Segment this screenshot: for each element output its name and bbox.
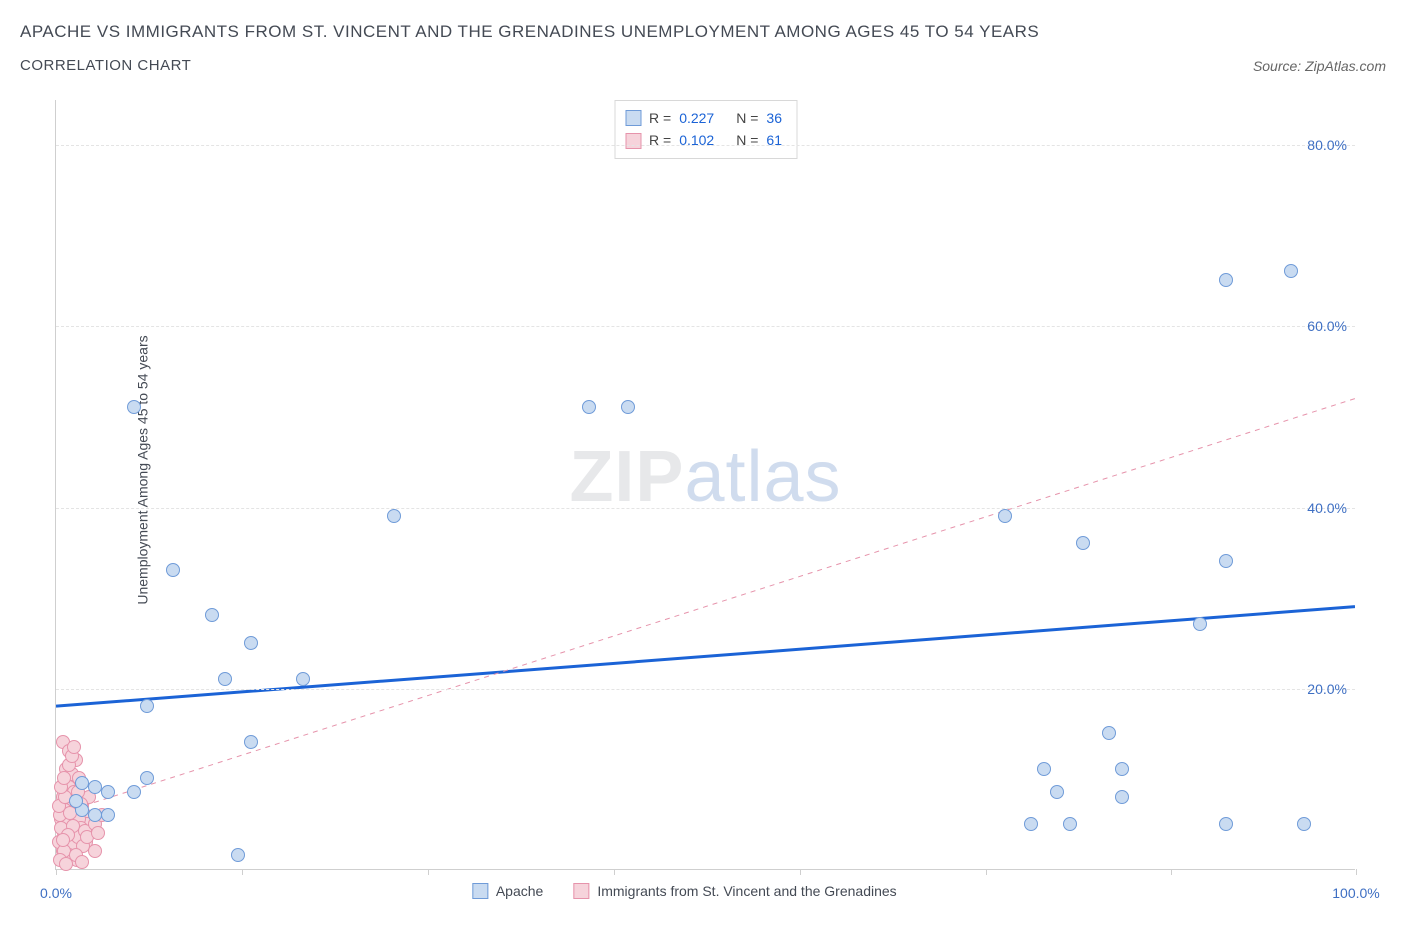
- x-tick: [986, 869, 987, 875]
- stat-label-n: N =: [736, 107, 758, 129]
- y-tick-label: 20.0%: [1307, 681, 1347, 697]
- stat-label-r: R =: [649, 107, 671, 129]
- data-point: [88, 780, 102, 794]
- data-point: [88, 844, 102, 858]
- chart-title: APACHE VS IMMIGRANTS FROM ST. VINCENT AN…: [20, 18, 1386, 45]
- data-point: [1219, 273, 1233, 287]
- data-point: [1297, 817, 1311, 831]
- data-point: [1037, 762, 1051, 776]
- stat-value-n: 36: [766, 107, 782, 129]
- series-swatch: [472, 883, 488, 899]
- legend-label: Immigrants from St. Vincent and the Gren…: [597, 883, 896, 899]
- series-swatch: [573, 883, 589, 899]
- data-point: [75, 855, 89, 869]
- watermark: ZIPatlas: [569, 436, 841, 518]
- series-legend: Apache Immigrants from St. Vincent and th…: [472, 883, 897, 899]
- data-point: [1102, 726, 1116, 740]
- data-point: [998, 509, 1012, 523]
- legend-item: Apache: [472, 883, 543, 899]
- gridline: [56, 689, 1355, 690]
- x-tick: [428, 869, 429, 875]
- data-point: [1115, 762, 1129, 776]
- stat-value-r: 0.102: [679, 129, 714, 151]
- data-point: [69, 794, 83, 808]
- watermark-a: ZIP: [569, 437, 684, 517]
- data-point: [127, 400, 141, 414]
- gridline: [56, 145, 1355, 146]
- watermark-b: atlas: [684, 437, 841, 517]
- data-point: [166, 563, 180, 577]
- legend-item: Immigrants from St. Vincent and the Gren…: [573, 883, 896, 899]
- data-point: [1219, 554, 1233, 568]
- data-point: [75, 776, 89, 790]
- source-prefix: Source:: [1253, 58, 1305, 74]
- data-point: [57, 771, 71, 785]
- data-point: [140, 771, 154, 785]
- data-point: [1284, 264, 1298, 278]
- data-point: [621, 400, 635, 414]
- x-tick: [1171, 869, 1172, 875]
- data-point: [127, 785, 141, 799]
- data-point: [101, 808, 115, 822]
- chart-subtitle: CORRELATION CHART: [20, 57, 1386, 74]
- x-tick: [56, 869, 57, 875]
- x-tick: [1356, 869, 1357, 875]
- data-point: [1076, 536, 1090, 550]
- trend-lines: [56, 100, 1355, 869]
- series-swatch: [625, 110, 641, 126]
- trend-line: [56, 607, 1355, 707]
- stats-row: R = 0.227 N = 36: [625, 107, 782, 129]
- stat-value-r: 0.227: [679, 107, 714, 129]
- x-tick: [242, 869, 243, 875]
- y-tick-label: 40.0%: [1307, 500, 1347, 516]
- data-point: [205, 608, 219, 622]
- data-point: [1024, 817, 1038, 831]
- data-point: [1193, 617, 1207, 631]
- data-point: [582, 400, 596, 414]
- data-point: [244, 636, 258, 650]
- stat-value-n: 61: [766, 129, 782, 151]
- y-tick-label: 60.0%: [1307, 318, 1347, 334]
- x-tick-label: 0.0%: [40, 885, 72, 901]
- data-point: [387, 509, 401, 523]
- data-point: [296, 672, 310, 686]
- data-point: [101, 785, 115, 799]
- source-credit: Source: ZipAtlas.com: [1253, 58, 1386, 74]
- scatter-plot: ZIPatlas R =0.227N =36R =0.102N =61 Apac…: [55, 100, 1355, 870]
- data-point: [88, 808, 102, 822]
- data-point: [218, 672, 232, 686]
- data-point: [140, 699, 154, 713]
- x-tick: [800, 869, 801, 875]
- legend-label: Apache: [496, 883, 543, 899]
- x-tick-label: 100.0%: [1332, 885, 1379, 901]
- data-point: [244, 735, 258, 749]
- data-point: [1219, 817, 1233, 831]
- gridline: [56, 508, 1355, 509]
- data-point: [91, 826, 105, 840]
- stat-label-n: N =: [736, 129, 758, 151]
- data-point: [231, 848, 245, 862]
- stats-row: R = 0.102 N = 61: [625, 129, 782, 151]
- data-point: [1115, 790, 1129, 804]
- chart-container: APACHE VS IMMIGRANTS FROM ST. VINCENT AN…: [0, 0, 1406, 930]
- data-point: [56, 833, 70, 847]
- data-point: [1063, 817, 1077, 831]
- source-name: ZipAtlas.com: [1305, 58, 1386, 74]
- gridline: [56, 326, 1355, 327]
- stat-label-r: R =: [649, 129, 671, 151]
- stats-legend-box: R = 0.227 N = 36 R = 0.102 N = 61: [614, 100, 797, 159]
- x-tick: [614, 869, 615, 875]
- data-point: [1050, 785, 1064, 799]
- y-tick-label: 80.0%: [1307, 137, 1347, 153]
- trend-line: [56, 399, 1355, 815]
- data-point: [67, 740, 81, 754]
